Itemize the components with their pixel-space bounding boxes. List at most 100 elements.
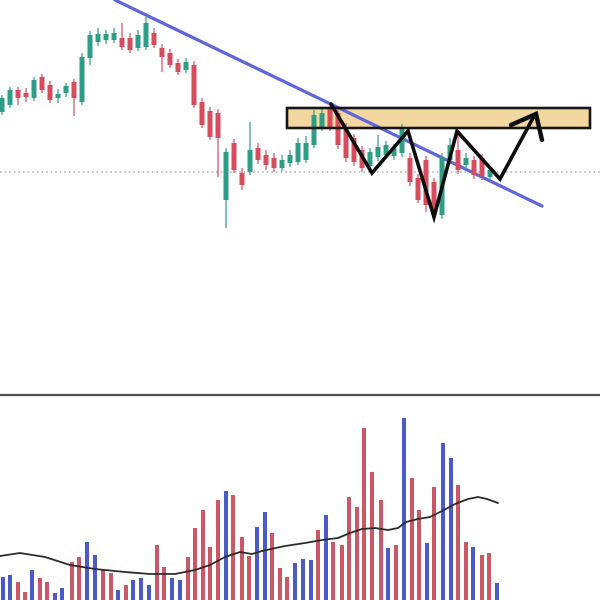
candle-body: [63, 86, 69, 93]
volume-bar: [60, 588, 64, 600]
volume-bar: [432, 487, 436, 600]
candle: [143, 17, 149, 50]
candle: [159, 44, 165, 72]
volume-panel: [0, 393, 600, 600]
candle-body: [311, 115, 317, 145]
volume-bar: [186, 557, 190, 600]
candle-body: [223, 152, 229, 200]
volume-bar: [116, 590, 120, 600]
candle-body: [87, 35, 93, 58]
candle: [87, 31, 93, 65]
volume-bar: [178, 580, 182, 600]
volume-bar: [278, 568, 282, 600]
volume-bar: [362, 428, 366, 600]
candle: [151, 28, 157, 48]
candle-body: [7, 90, 13, 105]
candle: [263, 150, 269, 170]
supply-zone-border: [285, 106, 592, 130]
volume-bar: [155, 545, 159, 600]
candle-body: [343, 127, 349, 158]
candle-body: [103, 34, 109, 40]
arrowhead-icon: [508, 110, 545, 143]
candle: [191, 61, 197, 108]
candle: [135, 30, 141, 51]
candle-body: [95, 34, 101, 42]
candle-body: [479, 158, 485, 176]
candle-body: [375, 147, 381, 157]
candle-body: [231, 143, 237, 170]
candle-body: [79, 57, 85, 102]
candle-body: [351, 138, 357, 162]
candle: [15, 87, 21, 105]
candle: [239, 168, 245, 190]
volume-bar: [316, 530, 320, 600]
volume-bar: [456, 485, 460, 600]
volume-bar: [270, 533, 274, 600]
candle-body: [239, 173, 245, 185]
volume-bar: [293, 563, 297, 600]
volume-bar: [394, 545, 398, 600]
volume-bar: [402, 418, 406, 600]
volume-bar: [464, 542, 468, 600]
volume-bar: [324, 515, 328, 600]
candle: [215, 109, 221, 177]
candle-body: [287, 155, 293, 163]
volume-bar: [1, 577, 5, 600]
candle-body: [455, 150, 461, 170]
volume-bar: [495, 583, 499, 600]
candle: [31, 77, 37, 101]
volume-bar: [331, 542, 335, 600]
candle-body: [367, 152, 373, 166]
volume-bar: [131, 580, 135, 600]
volume-bar: [386, 548, 390, 600]
downtrend-line[interactable]: [113, 0, 544, 208]
candle: [463, 153, 469, 169]
candle: [167, 49, 173, 68]
candle: [415, 174, 421, 203]
volume-ma-line: [0, 496, 499, 575]
volume-bar: [487, 553, 491, 600]
volume-bar: [379, 500, 383, 600]
volume-bar: [285, 577, 289, 600]
volume-bar: [70, 562, 74, 600]
candlestick-series: [0, 17, 493, 228]
candle: [71, 79, 77, 116]
candle-body: [303, 143, 309, 160]
volume-bar: [53, 593, 57, 600]
volume-bar: [449, 458, 453, 600]
volume-bar: [93, 555, 97, 600]
volume-bar: [101, 570, 105, 600]
volume-bar: [23, 592, 27, 600]
volume-bar: [16, 582, 20, 600]
candle: [175, 59, 181, 75]
candle: [375, 135, 381, 161]
candle-body: [487, 170, 493, 177]
candle: [407, 153, 413, 186]
candle: [103, 30, 109, 44]
candle: [279, 155, 285, 171]
candle: [295, 138, 301, 165]
volume-bar: [85, 542, 89, 600]
volume-bar: [224, 491, 228, 600]
volume-bar: [109, 573, 113, 600]
volume-bar: [441, 443, 445, 600]
candle: [247, 122, 253, 175]
pattern-annotation-arrow[interactable]: [329, 102, 535, 224]
candle-body: [383, 145, 389, 155]
candle: [207, 107, 213, 140]
candle: [47, 81, 53, 103]
candle-body: [279, 160, 285, 168]
volume-bar: [77, 557, 81, 600]
candle-body: [199, 102, 205, 125]
candle-body: [183, 62, 189, 70]
volume-bar: [170, 578, 174, 600]
candle-body: [295, 143, 301, 162]
volume-bar: [231, 495, 235, 600]
volume-bar: [355, 507, 359, 600]
candle: [255, 143, 261, 164]
volume-bar: [139, 578, 143, 600]
candle-body: [127, 38, 133, 50]
volume-bar: [370, 472, 374, 600]
